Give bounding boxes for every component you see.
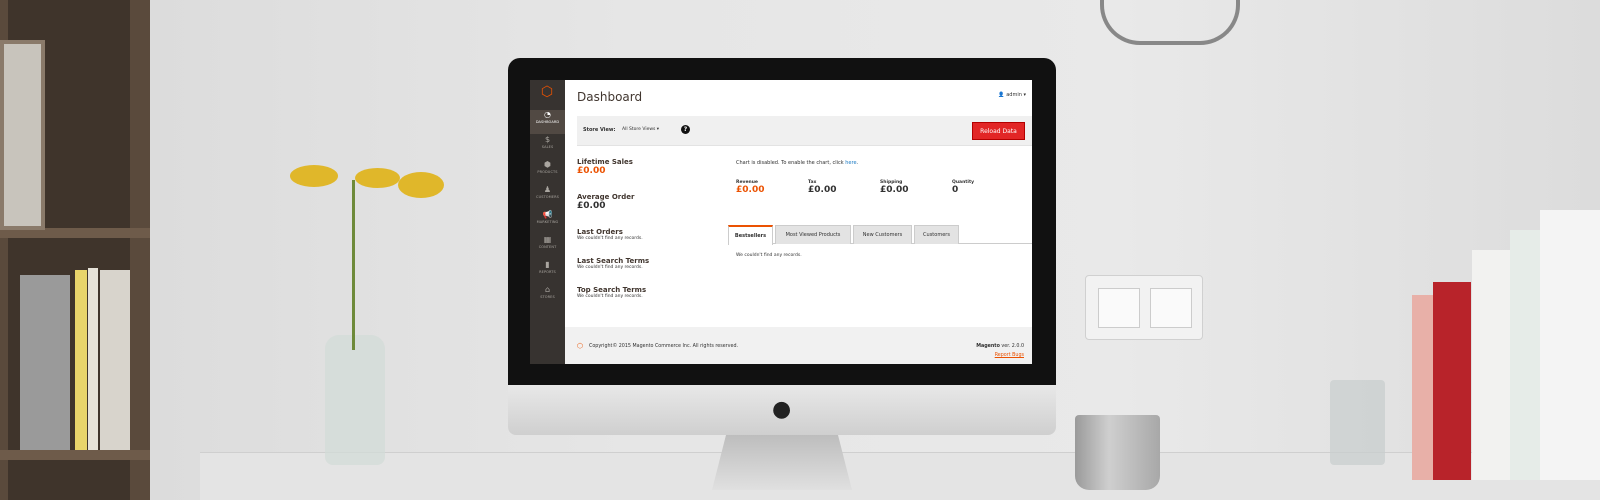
sidebar-item-products[interactable]: ⬢ PRODUCTS xyxy=(530,160,565,184)
tab-most-viewed-products[interactable]: Most Viewed Products xyxy=(775,225,851,244)
book xyxy=(88,268,98,450)
apple-logo-icon: ● xyxy=(772,397,792,422)
last-search-terms: Last Search Terms We couldn't find any re… xyxy=(577,257,650,270)
flower xyxy=(355,168,400,188)
reload-data-button[interactable]: Reload Data xyxy=(972,122,1025,140)
shelf-board xyxy=(0,450,150,460)
page-title: Dashboard xyxy=(577,90,643,104)
top-search-terms: Top Search Terms We couldn't find any rec… xyxy=(577,286,647,299)
book xyxy=(1433,282,1471,480)
monitor-stand xyxy=(712,435,852,490)
person-icon: ♟ xyxy=(543,185,552,194)
pen-holder xyxy=(1330,380,1385,465)
store-view-select[interactable]: All Store Views ▾ xyxy=(622,127,660,132)
book xyxy=(1472,250,1517,480)
desk xyxy=(200,452,1600,500)
user-icon: 👤 xyxy=(998,92,1007,98)
footer: ⬡ Copyright© 2015 Magento Commerce Inc. … xyxy=(565,327,1032,364)
help-icon[interactable]: ? xyxy=(681,125,690,134)
megaphone-icon: 📢 xyxy=(542,210,553,219)
magento-logo-icon[interactable]: ⬡ xyxy=(540,84,554,100)
sidebar-item-reports[interactable]: ▮ REPORTS xyxy=(530,260,565,284)
book xyxy=(20,275,70,450)
dollar-icon: $ xyxy=(544,135,551,144)
mug xyxy=(1075,415,1160,490)
sidebar-item-sales[interactable]: $ SALES xyxy=(530,135,565,159)
main-content: Dashboard 👤 admin ▾ Store View: All Stor… xyxy=(565,80,1032,364)
dashboard-tabs: Bestsellers Most Viewed Products New Cus… xyxy=(728,224,1032,245)
enable-chart-link[interactable]: here xyxy=(845,160,857,166)
picture-frame xyxy=(0,40,45,230)
shelf-board xyxy=(0,228,150,238)
sidebar-item-content[interactable]: ▦ CONTENT xyxy=(530,235,565,259)
total-quantity: Quantity 0 xyxy=(952,180,975,195)
total-shipping: Shipping £0.00 xyxy=(880,180,909,195)
flower xyxy=(398,172,444,198)
light-switch xyxy=(1085,275,1203,340)
magento-logo-icon: ⬡ xyxy=(577,342,584,350)
version: Magento ver. 2.0.0 xyxy=(976,344,1024,349)
lifetime-sales: Lifetime Sales £0.00 xyxy=(577,158,633,176)
last-orders: Last Orders We couldn't find any records. xyxy=(577,228,643,241)
bar-chart-icon: ▮ xyxy=(545,260,550,269)
sidebar-item-marketing[interactable]: 📢 MARKETING xyxy=(530,210,565,234)
sidebar-item-stores[interactable]: ⌂ STORES xyxy=(530,285,565,309)
tab-empty-message: We couldn't find any records. xyxy=(736,253,802,258)
report-bugs-link[interactable]: Report Bugs xyxy=(994,353,1024,358)
store-view-bar: Store View: All Store Views ▾ ? Reload D… xyxy=(577,116,1032,146)
screen: ⬡ ◔ DASHBOARD $ SALES ⬢ PRODUCTS ♟ CUSTOMERS… xyxy=(530,80,1032,364)
total-tax: Tax £0.00 xyxy=(808,180,837,195)
tab-new-customers[interactable]: New Customers xyxy=(853,225,912,244)
layout-icon: ▦ xyxy=(543,235,552,244)
book xyxy=(1540,210,1600,480)
store-icon: ⌂ xyxy=(544,285,551,294)
monitor-chin: ● xyxy=(508,385,1056,435)
sidebar-item-dashboard[interactable]: ◔ DASHBOARD xyxy=(530,110,565,134)
admin-user-menu[interactable]: 👤 admin ▾ xyxy=(998,92,1026,98)
sidebar: ⬡ ◔ DASHBOARD $ SALES ⬢ PRODUCTS ♟ CUSTOMERS… xyxy=(530,80,565,364)
tab-bestsellers[interactable]: Bestsellers xyxy=(728,225,773,245)
bookshelf xyxy=(0,0,150,500)
sidebar-item-customers[interactable]: ♟ CUSTOMERS xyxy=(530,185,565,209)
flower-stem xyxy=(352,180,355,350)
average-order: Average Order £0.00 xyxy=(577,193,635,211)
book xyxy=(1510,230,1540,480)
book xyxy=(100,270,130,450)
box-icon: ⬢ xyxy=(544,160,551,169)
vase xyxy=(325,335,385,465)
book xyxy=(75,270,87,450)
flower xyxy=(290,165,338,187)
tab-customers[interactable]: Customers xyxy=(914,225,959,244)
total-revenue: Revenue £0.00 xyxy=(736,180,765,195)
copyright: Copyright© 2015 Magento Commerce Inc. Al… xyxy=(589,344,739,349)
chart-disabled-notice: Chart is disabled. To enable the chart, … xyxy=(736,160,859,166)
lamp xyxy=(1100,0,1240,45)
gauge-icon: ◔ xyxy=(544,110,551,119)
store-view-label: Store View: xyxy=(583,127,616,133)
